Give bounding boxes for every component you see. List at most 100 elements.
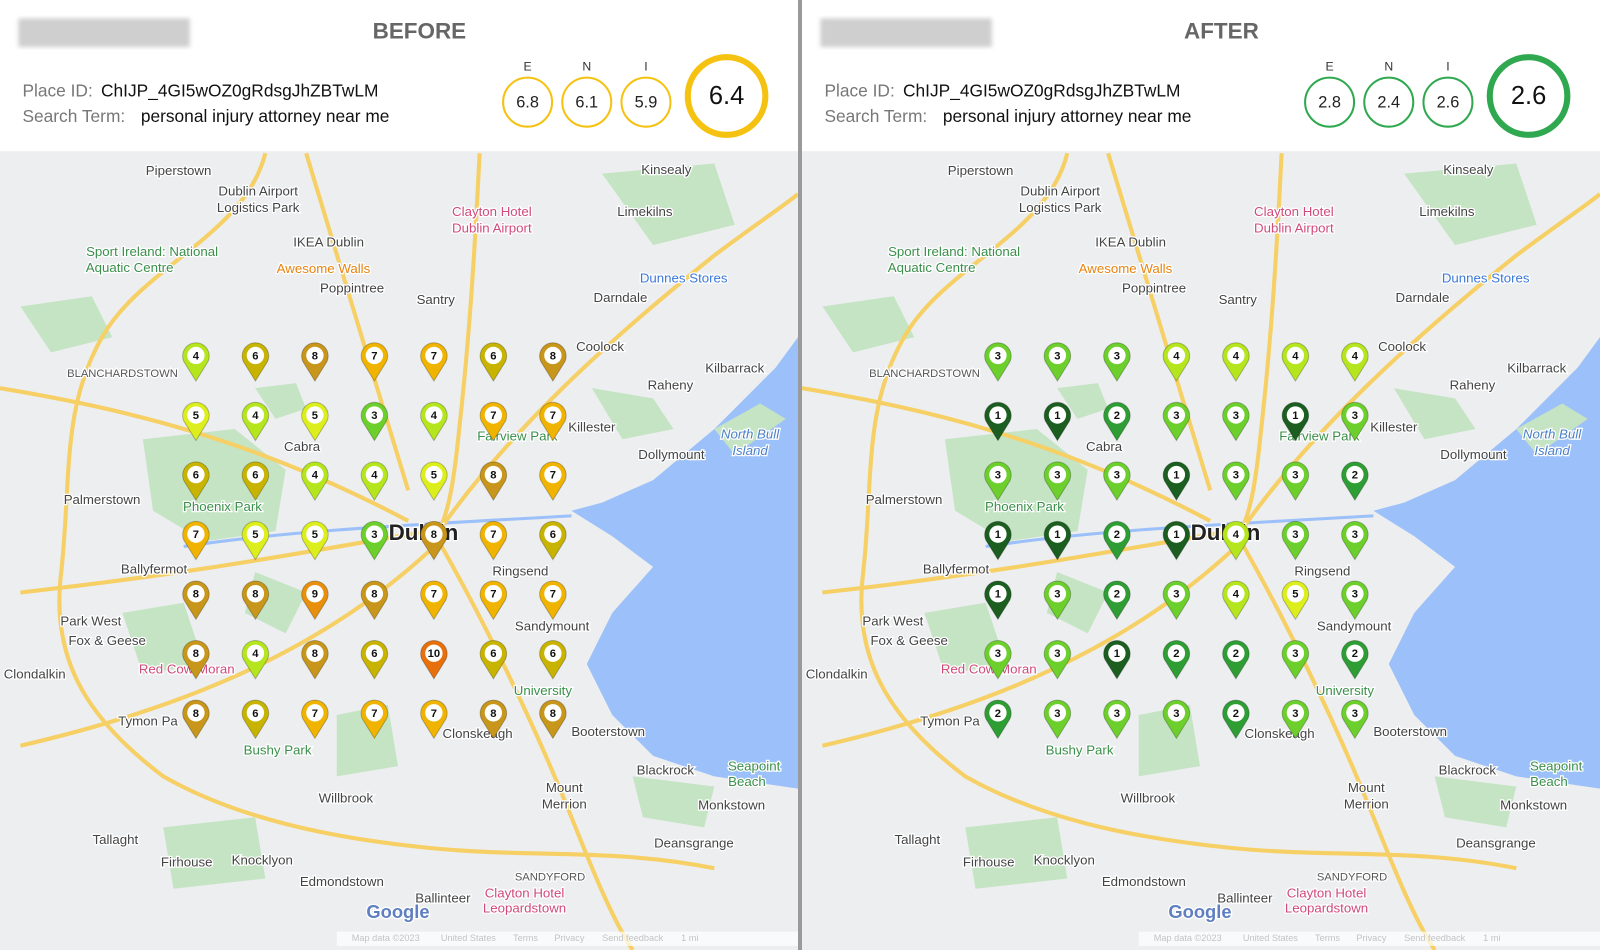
rank-pin-group: 2	[1103, 520, 1131, 561]
rank-pin-group: 3	[1281, 461, 1310, 502]
park	[602, 163, 735, 246]
map-label: Clayton Hotel	[1254, 204, 1334, 219]
map-label: Cabra	[1086, 439, 1123, 454]
rank-pin-group: 7	[539, 401, 567, 442]
pin-center	[187, 525, 205, 543]
rank-value: 3	[1173, 410, 1179, 422]
pin-center	[1346, 525, 1364, 543]
score-label: E	[1325, 60, 1333, 74]
rank-value: 3	[1054, 708, 1060, 720]
rank-value: 1	[1114, 648, 1120, 660]
pin-center	[246, 644, 265, 662]
rank-pin-group: 7	[539, 580, 567, 621]
pin-center	[1286, 704, 1305, 722]
rank-value: 1	[1054, 410, 1060, 422]
rank-pin-group: 2	[1341, 461, 1369, 502]
pin-center	[187, 644, 205, 662]
map-label: Dollymount	[638, 447, 705, 462]
rank-pin-group: 3	[1162, 699, 1191, 740]
pin-center	[1108, 585, 1126, 603]
pin-center	[1048, 585, 1067, 603]
score-value: 2.6	[1437, 93, 1460, 111]
pin-center	[1227, 585, 1245, 603]
map-label: Darndale	[594, 290, 648, 305]
rank-value: 7	[550, 589, 556, 601]
rank-value: 3	[995, 350, 1001, 362]
map-label: SANDYFORD	[515, 871, 585, 883]
map-label: Aquatic Centre	[86, 260, 174, 275]
rank-value: 8	[371, 589, 377, 601]
rank-value: 7	[490, 529, 496, 541]
pin-center	[1167, 644, 1186, 662]
rank-value: 5	[431, 470, 437, 482]
map-label: Piperstown	[948, 163, 1014, 178]
rank-value: 5	[312, 529, 318, 541]
rank-value: 3	[1114, 708, 1120, 720]
rank-pin-group: 4	[1281, 342, 1310, 382]
rank-pin-group: 5	[301, 401, 329, 442]
map-label: Awesome Walls	[1079, 261, 1173, 276]
search-term: personal injury attorney near me	[943, 106, 1192, 126]
rank-value: 5	[193, 410, 199, 422]
pin-center	[1167, 525, 1186, 543]
rank-pin-group: 7	[420, 342, 448, 382]
pin-center	[484, 525, 503, 543]
score-label: N	[582, 60, 591, 74]
rank-pin-group: 5	[241, 520, 270, 561]
rank-value: 3	[1292, 529, 1298, 541]
pin-center	[989, 465, 1007, 484]
map-label: Knocklyon	[232, 853, 293, 868]
map-label: Willbrook	[1121, 790, 1176, 805]
pin-center	[1286, 346, 1305, 365]
score-ring	[1422, 76, 1474, 128]
map-label: BLANCHARDSTOWN	[869, 368, 980, 380]
rank-value: 8	[193, 589, 199, 601]
pin-center	[365, 585, 384, 603]
pin-center	[1346, 346, 1364, 365]
map-label: Bushy Park	[244, 742, 312, 757]
park	[142, 429, 286, 542]
pin-center	[425, 644, 443, 662]
rank-value: 3	[1292, 470, 1298, 482]
search-term-label: Search Term:	[22, 106, 125, 126]
rank-value: 3	[1173, 589, 1179, 601]
map-label: Limekilns	[617, 204, 673, 219]
map-label: Tallaght	[894, 832, 940, 847]
overall-value: 6.4	[709, 82, 744, 110]
map-label: Google	[1168, 901, 1231, 922]
road	[57, 152, 715, 871]
map-label: Kilbarrack	[1507, 360, 1566, 375]
pin-center	[306, 465, 324, 484]
map-label: IKEA Dublin	[293, 235, 364, 250]
score-label: E	[523, 60, 531, 74]
rank-pin-group: 3	[1103, 342, 1131, 382]
rank-value: 3	[1054, 470, 1060, 482]
map-label: Dublin Airport	[452, 220, 532, 235]
pin-center	[306, 346, 324, 365]
rank-pin-group: 4	[182, 342, 210, 382]
pin-center	[306, 704, 324, 722]
map-label: Ballinteer	[415, 890, 471, 905]
pin-center	[1286, 644, 1305, 662]
pin-center	[544, 585, 562, 603]
score-ring	[502, 76, 554, 128]
rank-value: 4	[252, 648, 259, 660]
map-label: Clonskeagh	[443, 726, 513, 741]
map-label: Poppintree	[320, 281, 384, 296]
rank-value: 3	[371, 410, 377, 422]
pin-center	[1286, 406, 1305, 424]
rank-pin-group: 6	[182, 461, 210, 502]
rank-value: 4	[1233, 350, 1240, 362]
rank-value: 8	[252, 589, 258, 601]
pin-center	[1167, 406, 1186, 424]
map-label: Coolock	[576, 339, 624, 354]
rank-pin-group: 2	[984, 699, 1012, 740]
pin-center	[1346, 585, 1364, 603]
road	[437, 192, 798, 533]
map-label: Willbrook	[319, 790, 374, 805]
rank-pin-group: 8	[182, 580, 210, 621]
rank-value: 6	[252, 470, 258, 482]
score-ring	[1363, 76, 1415, 128]
rank-value: 8	[490, 708, 496, 720]
